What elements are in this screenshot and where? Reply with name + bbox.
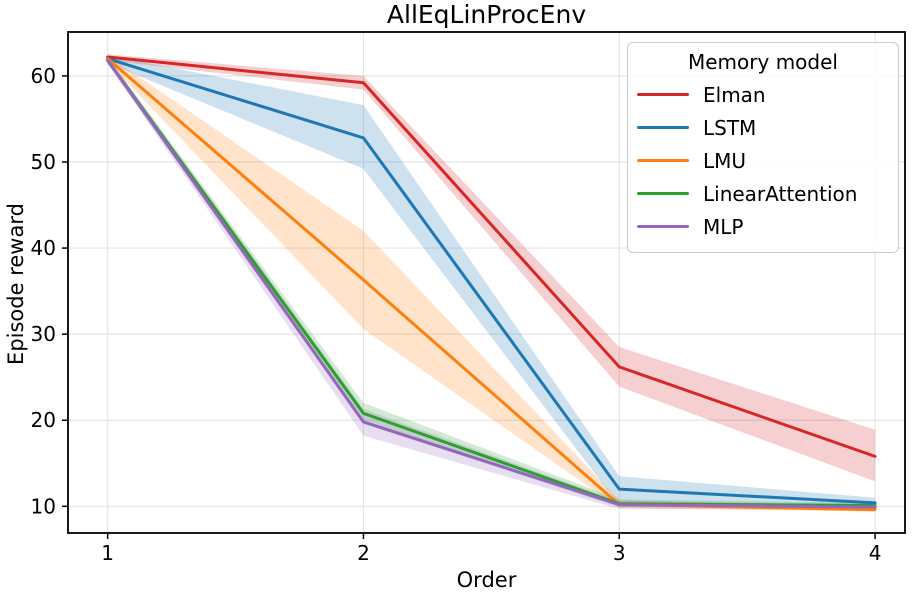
ytick-label-60: 60 xyxy=(31,64,56,88)
series-line-mlp xyxy=(106,58,877,509)
y-axis-label: Episode reward xyxy=(4,203,28,365)
legend-line-sample-elman xyxy=(637,93,689,96)
legend-label-elman: Elman xyxy=(703,82,766,107)
legend-label-mlp: MLP xyxy=(703,214,744,239)
legend-items: Elman LSTM LMU LinearAttention MLP xyxy=(628,78,898,243)
band-mlp xyxy=(107,56,876,510)
series-line-elman xyxy=(106,55,877,458)
legend-item-lmu: LMU xyxy=(628,144,898,177)
ytick-label-40: 40 xyxy=(31,236,56,260)
x-axis-label: Order xyxy=(456,568,517,592)
ytick-label-20: 20 xyxy=(31,408,56,432)
chart-title: AllEqLinProcEnv xyxy=(386,0,587,29)
ytick-label-50: 50 xyxy=(31,150,56,174)
legend-line-sample-lmu xyxy=(637,159,689,162)
band-elman xyxy=(107,54,876,482)
ytick-label-30: 30 xyxy=(31,322,56,346)
legend-line-sample-lstm xyxy=(637,126,689,129)
xtick-label-4: 4 xyxy=(869,541,882,565)
xtick-label-1: 1 xyxy=(101,541,114,565)
legend-item-mlp: MLP xyxy=(628,210,898,243)
series-line-lstm xyxy=(106,57,877,505)
legend-item-elman: Elman xyxy=(628,78,898,111)
legend-title: Memory model xyxy=(688,50,838,74)
legend-label-lstm: LSTM xyxy=(703,115,757,140)
ytick-label-10: 10 xyxy=(31,494,56,518)
legend-label-lmu: LMU xyxy=(703,148,747,173)
legend-label-linearattention: LinearAttention xyxy=(703,181,858,206)
xtick-label-2: 2 xyxy=(357,541,370,565)
xtick-label-3: 3 xyxy=(613,541,626,565)
plot-border xyxy=(67,31,906,534)
legend-line-sample-mlp xyxy=(637,225,689,228)
legend-item-lstm: LSTM xyxy=(628,111,898,144)
legend-item-linearattention: LinearAttention xyxy=(628,177,898,210)
legend-line-sample-linearattention xyxy=(637,192,689,195)
legend: Memory model Elman LSTM LMU LinearAttention… xyxy=(627,42,899,253)
